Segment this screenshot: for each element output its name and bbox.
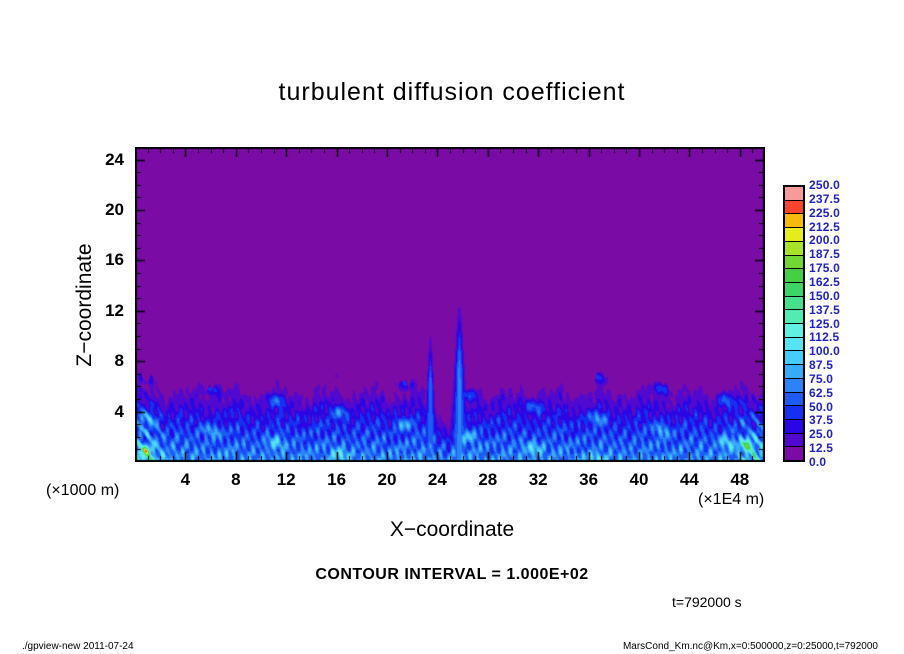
colorbar-tick-label: 12.5 (809, 441, 834, 456)
y-tick-label: 20 (105, 200, 124, 219)
x-tick-label: 48 (730, 470, 750, 489)
plot-canvas (135, 147, 765, 462)
colorbar-tick-label: 200.0 (809, 233, 841, 248)
y-axis-unit: (×1000 m) (46, 482, 120, 499)
colorbar-tick-label: 100.0 (809, 344, 841, 359)
colorbar-segment (785, 199, 803, 214)
colorbar-segment (785, 227, 803, 241)
colorbar-tick-label: 137.5 (809, 302, 841, 317)
colorbar-segment (785, 281, 803, 296)
colorbar-segment (785, 268, 803, 282)
x-tick-label: 20 (377, 470, 397, 489)
colorbar-segment (785, 377, 803, 392)
colorbar-tick-label: 212.5 (809, 219, 841, 234)
colorbar-segment (785, 446, 803, 461)
colorbar-tick-label: 225.0 (809, 205, 841, 220)
colorbar-segment (785, 336, 803, 351)
colorbar-tick-label: 62.5 (809, 385, 834, 400)
x-tick-label: 44 (679, 470, 699, 489)
colorbar-tick-label: 175.0 (809, 261, 841, 276)
x-axis-label: X−coordinate (389, 518, 515, 541)
x-tick-label: 24 (427, 470, 447, 489)
colorbar-segment (785, 187, 803, 200)
x-tick-label: 8 (231, 470, 241, 489)
colorbar (783, 185, 805, 462)
x-tick-label: 12 (276, 470, 296, 489)
colorbar-tick-label: 25.0 (809, 427, 834, 442)
x-tick-label: 36 (579, 470, 599, 489)
colorbar-segment (785, 432, 803, 447)
colorbar-segment (785, 350, 803, 365)
y-tick-label: 24 (105, 149, 124, 169)
colorbar-tick-label: 187.5 (809, 247, 841, 262)
colorbar-tick-label: 37.5 (809, 413, 834, 428)
y-axis-label: Z−coordinate (73, 243, 96, 367)
x-tick-label: 16 (327, 470, 347, 489)
colorbar-segment (785, 391, 803, 406)
colorbar-tick-label: 237.5 (809, 191, 841, 206)
x-tick-label: 28 (478, 470, 498, 489)
colorbar-tick-label: 50.0 (809, 399, 834, 414)
colorbar-tick-label: 125.0 (809, 316, 841, 331)
y-tick-label: 4 (114, 401, 124, 421)
colorbar-tick-label: 162.5 (809, 274, 841, 289)
footer-tool-version: ./gpview-new 2011-07-24 (22, 641, 134, 652)
colorbar-segment (785, 240, 803, 255)
colorbar-tick-label: 112.5 (809, 330, 840, 345)
colorbar-segment (785, 213, 803, 228)
colorbar-segment (785, 254, 803, 269)
colorbar-tick-label: 0.0 (809, 455, 827, 469)
x-tick-label: 32 (528, 470, 548, 489)
colorbar-tick-label: 250.0 (809, 178, 841, 192)
contour-interval-note: CONTOUR INTERVAL = 1.000E+02 (315, 566, 589, 583)
colorbar-segment (785, 364, 803, 378)
colorbar-segment (785, 323, 803, 337)
colorbar-segment (785, 405, 803, 419)
colorbar-segment (785, 309, 803, 324)
footer-data-source: MarsCond_Km.nc@Km,x=0:500000,z=0:25000,t… (622, 641, 878, 652)
time-stamp: t=792000 s (672, 594, 742, 610)
colorbar-tick-label: 150.0 (809, 288, 841, 303)
x-tick-label: 4 (180, 470, 191, 489)
colorbar-segment (785, 418, 803, 433)
x-tick-label: 40 (629, 470, 649, 489)
colorbar-tick-label: 75.0 (809, 371, 834, 386)
colorbar-segment (785, 295, 803, 310)
chart-title: turbulent diffusion coefficient (278, 78, 626, 106)
x-axis-unit: (×1E4 m) (698, 491, 765, 508)
colorbar-tick-label: 87.5 (809, 358, 834, 373)
